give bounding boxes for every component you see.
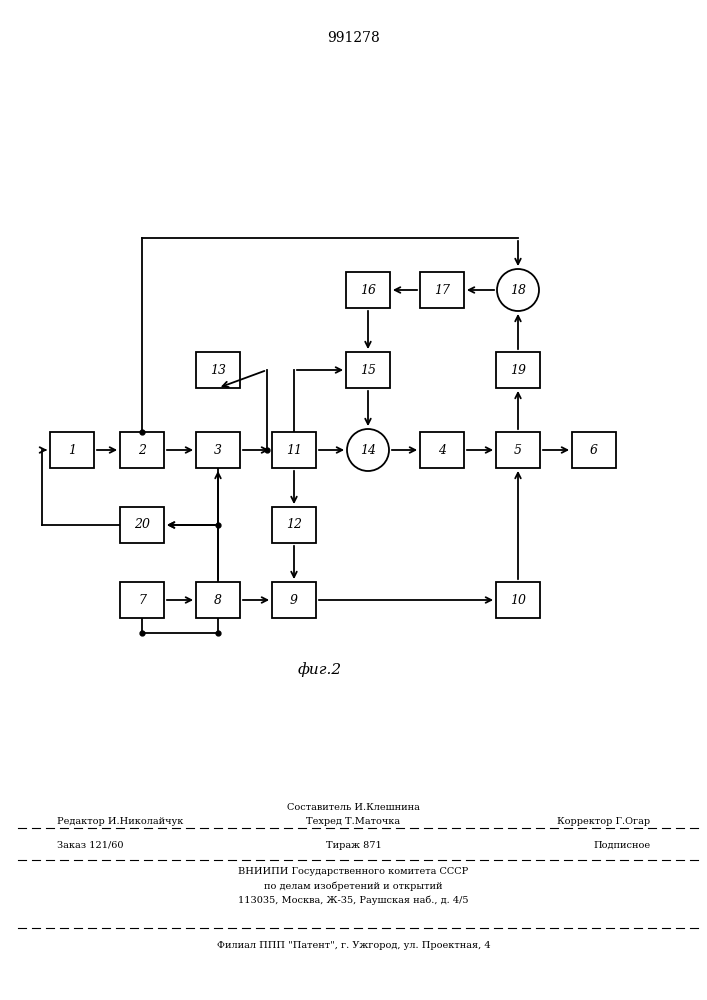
Text: Тираж 871: Тираж 871	[326, 840, 381, 850]
Bar	[420, 272, 464, 308]
Text: 14: 14	[360, 444, 376, 456]
Text: по делам изобретений и открытий: по делам изобретений и открытий	[264, 881, 443, 891]
Text: 17: 17	[434, 284, 450, 296]
Text: ВНИИПИ Государственного комитета СССР: ВНИИПИ Государственного комитета СССР	[238, 867, 469, 876]
Bar	[120, 507, 164, 543]
Text: 19: 19	[510, 363, 526, 376]
Bar	[572, 432, 616, 468]
Bar	[420, 432, 464, 468]
Text: 1: 1	[68, 444, 76, 456]
Bar	[496, 582, 540, 618]
Text: 7: 7	[138, 593, 146, 606]
Bar	[496, 432, 540, 468]
Text: 10: 10	[510, 593, 526, 606]
Bar	[120, 432, 164, 468]
Bar	[272, 507, 316, 543]
Text: Подписное: Подписное	[593, 840, 650, 850]
Text: Филиал ППП "Патент", г. Ужгород, ул. Проектная, 4: Филиал ППП "Патент", г. Ужгород, ул. Про…	[216, 940, 491, 950]
Text: 18: 18	[510, 284, 526, 296]
Bar	[346, 352, 390, 388]
Bar	[496, 352, 540, 388]
Text: 13: 13	[210, 363, 226, 376]
Text: 12: 12	[286, 518, 302, 532]
Text: 8: 8	[214, 593, 222, 606]
Bar	[272, 582, 316, 618]
Circle shape	[347, 429, 389, 471]
Circle shape	[497, 269, 539, 311]
Text: 6: 6	[590, 444, 598, 456]
Text: 991278: 991278	[327, 31, 380, 45]
Text: Заказ 121/60: Заказ 121/60	[57, 840, 123, 850]
Bar	[50, 432, 94, 468]
Text: 4: 4	[438, 444, 446, 456]
Bar	[196, 432, 240, 468]
Bar	[120, 582, 164, 618]
Bar	[346, 272, 390, 308]
Text: 3: 3	[214, 444, 222, 456]
Text: 2: 2	[138, 444, 146, 456]
Text: Техред Т.Маточка: Техред Т.Маточка	[306, 818, 401, 826]
Text: 113035, Москва, Ж-35, Раушская наб., д. 4/5: 113035, Москва, Ж-35, Раушская наб., д. …	[238, 895, 469, 905]
Text: 5: 5	[514, 444, 522, 456]
Text: 9: 9	[290, 593, 298, 606]
Text: Корректор Г.Огар: Корректор Г.Огар	[557, 818, 650, 826]
Text: 16: 16	[360, 284, 376, 296]
Bar	[196, 352, 240, 388]
Text: фиг.2: фиг.2	[298, 663, 342, 677]
Text: 15: 15	[360, 363, 376, 376]
Text: Редактор И.Николайчук: Редактор И.Николайчук	[57, 818, 183, 826]
Text: Составитель И.Клешнина: Составитель И.Клешнина	[287, 802, 420, 812]
Text: 11: 11	[286, 444, 302, 456]
Text: 20: 20	[134, 518, 150, 532]
Bar	[196, 582, 240, 618]
Bar	[272, 432, 316, 468]
